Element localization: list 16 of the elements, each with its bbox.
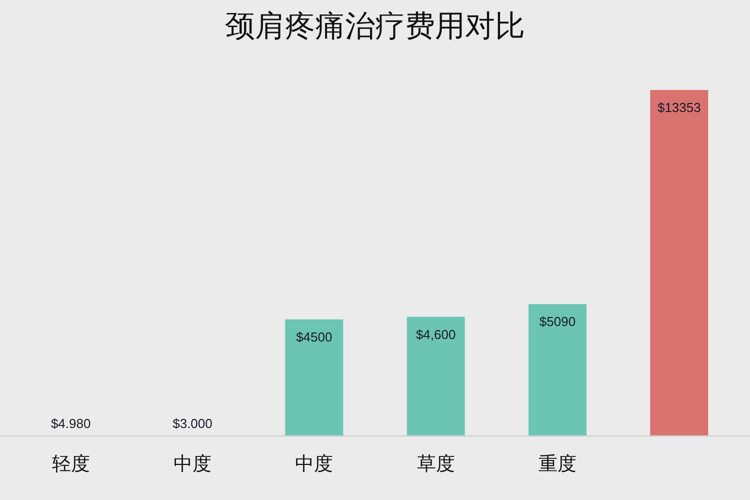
data-label: $4.980 [50, 416, 91, 431]
data-label: $5090 [539, 314, 576, 330]
x-tick-label: 中度 [295, 453, 334, 475]
data-label: $3.000 [172, 416, 212, 431]
bar [650, 90, 708, 436]
x-tick-label: 轻度 [52, 453, 90, 475]
bar [285, 319, 344, 436]
data-label: $13353 [657, 100, 701, 115]
x-tick-label: 中度 [174, 453, 212, 475]
chart-title: 颈肩疼痛治疗费用对比 [225, 10, 525, 43]
x-tick-label: 草度 [416, 453, 455, 475]
data-label: $4,600 [416, 326, 456, 342]
x-tick-label: 重度 [538, 453, 576, 475]
data-label: $4500 [296, 329, 332, 344]
bar [406, 316, 465, 436]
bar [528, 304, 586, 436]
